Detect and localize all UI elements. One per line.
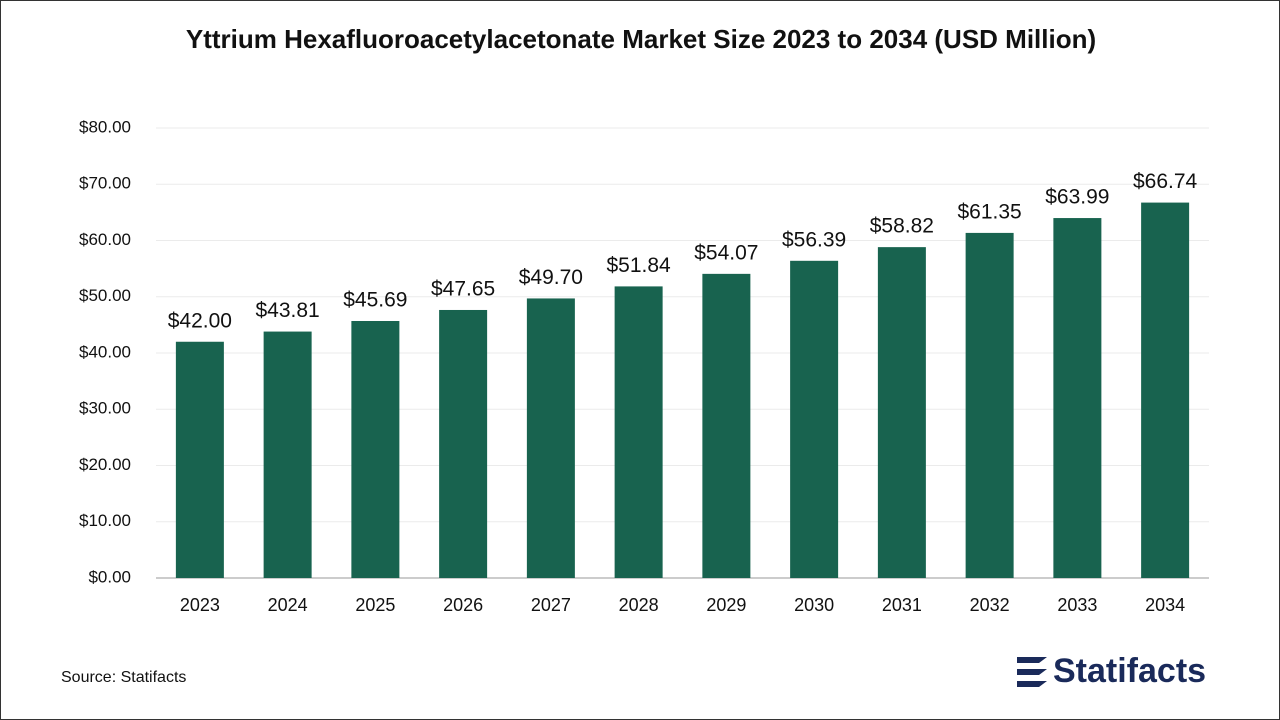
y-tick-label: $40.00: [79, 342, 131, 361]
bar: [526, 298, 575, 578]
bar: [614, 286, 663, 578]
y-tick-label: $10.00: [79, 511, 131, 530]
bar: [702, 273, 751, 578]
y-tick-label: $70.00: [79, 174, 131, 193]
chart-title: Yttrium Hexafluoroacetylacetonate Market…: [185, 24, 1097, 54]
x-tick-label: 2028: [619, 595, 659, 615]
value-label: $58.82: [870, 215, 934, 238]
x-tick-label: 2027: [531, 595, 571, 615]
value-label: $43.81: [256, 299, 320, 322]
value-label: $45.69: [343, 289, 407, 312]
value-label: $51.84: [607, 254, 672, 277]
bar: [1141, 202, 1190, 578]
brand-logo: Statifacts: [1017, 652, 1206, 690]
value-label: $42.00: [168, 309, 232, 332]
bar: [877, 247, 926, 578]
source-note: Source: Statifacts: [61, 669, 186, 686]
y-tick-label: $60.00: [79, 230, 131, 249]
x-tick-label: 2030: [794, 595, 834, 615]
x-tick-label: 2034: [1145, 595, 1185, 615]
bar: [790, 260, 839, 578]
bar: [175, 341, 224, 578]
bar: [965, 232, 1014, 578]
x-tick-label: 2026: [443, 595, 483, 615]
x-tick-label: 2032: [970, 595, 1010, 615]
x-tick-label: 2031: [882, 595, 922, 615]
x-tick-label: 2024: [268, 595, 308, 615]
value-label: $63.99: [1045, 186, 1109, 209]
value-label: $49.70: [519, 266, 583, 289]
x-tick-label: 2033: [1057, 595, 1097, 615]
bar: [263, 331, 312, 578]
x-tick-label: 2029: [706, 595, 746, 615]
y-tick-label: $20.00: [79, 455, 131, 474]
bar: [1053, 218, 1102, 578]
y-tick-label: $0.00: [88, 567, 131, 586]
logo-text: Statifacts: [1053, 652, 1206, 690]
bar: [439, 309, 488, 578]
value-label: $56.39: [782, 228, 846, 251]
value-label: $61.35: [958, 200, 1022, 223]
x-tick-label: 2023: [180, 595, 220, 615]
y-tick-label: $30.00: [79, 399, 131, 418]
y-tick-label: $50.00: [79, 286, 131, 305]
logo-icon: [1017, 657, 1047, 687]
value-label: $54.07: [694, 241, 758, 264]
bar: [351, 320, 400, 578]
x-tick-label: 2025: [355, 595, 395, 615]
value-label: $47.65: [431, 278, 495, 301]
value-label: $66.74: [1133, 170, 1198, 193]
y-tick-label: $80.00: [79, 117, 131, 136]
